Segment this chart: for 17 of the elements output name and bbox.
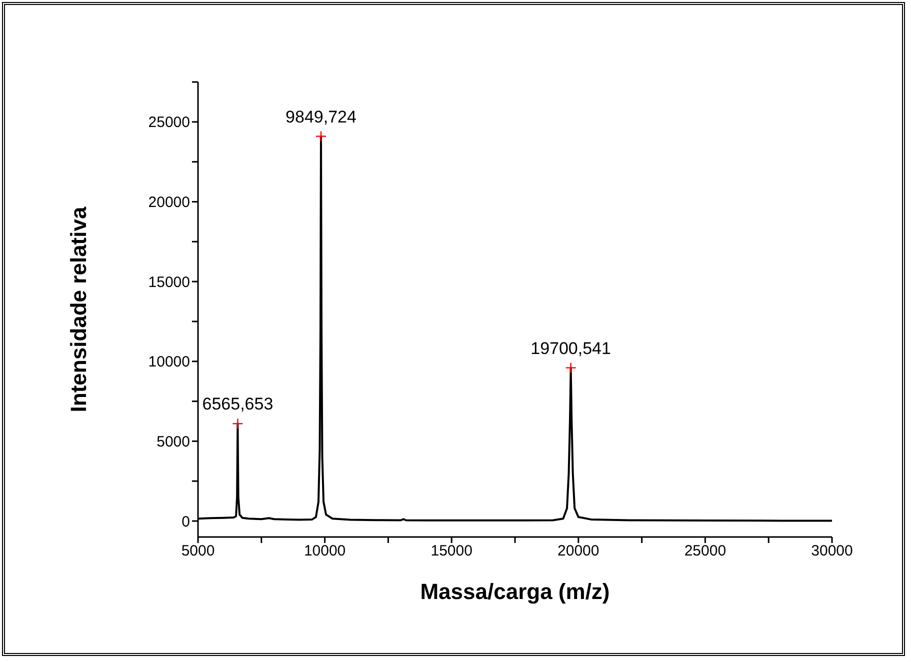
y-tick-label: 0: [182, 513, 190, 530]
x-tick-label: 30000: [811, 542, 853, 560]
y-axis-title: Intensidade relativa: [66, 206, 91, 412]
x-axis-title: Massa/carga (m/z): [420, 579, 610, 604]
x-tick-label: 5000: [181, 542, 215, 560]
y-tick-label: 15000: [148, 274, 190, 291]
x-tick-label: 20000: [558, 542, 600, 560]
x-tick-label: 15000: [430, 542, 472, 560]
x-tick-label: 25000: [684, 542, 726, 560]
annotation: 19700,541: [530, 338, 611, 358]
y-tick-label: 25000: [148, 114, 190, 132]
annotation: 6565,653: [202, 394, 274, 414]
annotation: 9849,724: [286, 107, 356, 126]
y-tick-label: 10000: [148, 354, 190, 371]
y-tick-label: 20000: [148, 194, 190, 212]
y-tick-label: 5000: [156, 434, 190, 451]
x-tick-label: 10000: [304, 542, 346, 560]
